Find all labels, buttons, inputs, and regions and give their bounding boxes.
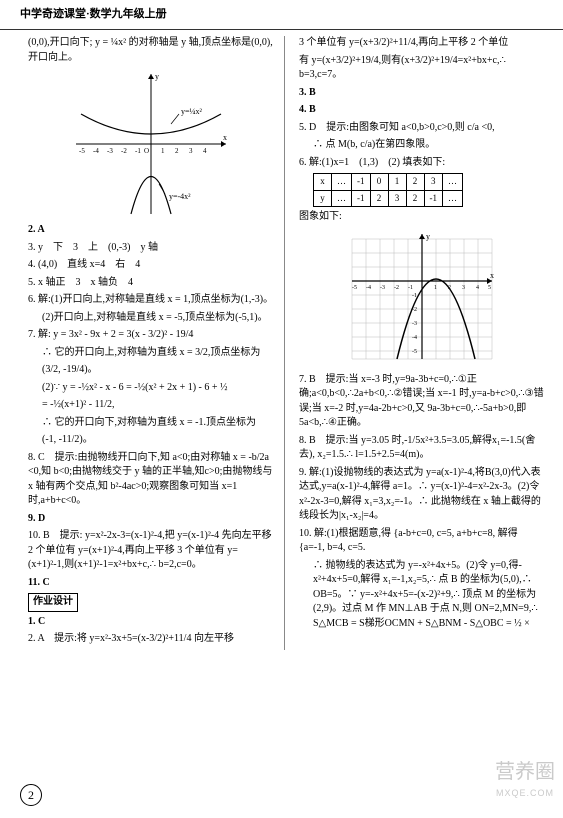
r9: 9. 解:(1)设抛物线的表达式为 y=a(x-1)²-4,将B(3,0)代入表… <box>299 466 545 524</box>
svg-text:x: x <box>223 133 227 142</box>
page-header: 中学奇迹课堂·数学九年级上册 <box>0 0 563 30</box>
answer-7g: (-1, -11/2)。 <box>28 433 274 448</box>
xy-table: x … -1 0 1 2 3 … y … -1 2 3 2 -1 … <box>313 173 463 207</box>
watermark: 营养圈 MXQE.COM <box>495 757 555 801</box>
r6: 6. 解:(1)x=1 (1,3) (2) 填表如下: <box>299 156 545 171</box>
r7: 7. B 提示:当 x=-3 时,y=9a-3b+c=0,∴①正确;a<0,b<… <box>299 373 545 431</box>
svg-text:O: O <box>144 147 149 155</box>
svg-text:-5: -5 <box>412 349 417 355</box>
curve-label-1: y=¼x² <box>181 107 203 116</box>
answer-7c: (3/2, -19/4)。 <box>28 363 274 378</box>
header-title: 中学奇迹课堂·数学九年级上册 <box>20 6 167 23</box>
parabola-graph-1: x y O -5 -4 -3 -2 -1 1 2 3 4 y=¼x² y=-4x² <box>71 69 231 219</box>
r10: 10. 解:(1)根据题意,得 {a-b+c=0, c=5, a+b+c=8, … <box>299 527 545 556</box>
r5b: ∴ 点 M(b, c/a)在第四象限。 <box>299 138 545 153</box>
svg-text:-1: -1 <box>135 147 141 155</box>
svg-text:4: 4 <box>203 147 207 155</box>
svg-text:3: 3 <box>189 147 193 155</box>
svg-text:-3: -3 <box>107 147 113 155</box>
parabola-graph-2: x y -5 -4 -3 -2 -1 1 2 3 4 5 -1 -2 -3 -4 -5 <box>342 229 502 369</box>
svg-text:2: 2 <box>175 147 179 155</box>
svg-text:1: 1 <box>434 285 437 291</box>
svg-text:y: y <box>155 72 159 81</box>
svg-text:1: 1 <box>161 147 165 155</box>
answer-5: 5. x 轴正 3 x 轴负 4 <box>28 276 274 291</box>
r5: 5. D 提示:由图象可知 a<0,b>0,c>0,则 c/a <0, <box>299 121 545 136</box>
answer-7a: 7. 解: y = 3x² - 9x + 2 = 3(x - 3/2)² - 1… <box>28 328 274 343</box>
svg-text:-5: -5 <box>352 285 357 291</box>
answer-11: 11. C <box>28 576 274 591</box>
answer-4: 4. (4,0) 直线 x=4 右 4 <box>28 258 274 273</box>
right-column: 3 个单位有 y=(x+3/2)²+11/4,再向上平移 2 个单位 有 y=(… <box>299 36 545 650</box>
svg-text:-3: -3 <box>412 321 417 327</box>
svg-text:3: 3 <box>462 285 465 291</box>
table-row-y: y … -1 2 3 2 -1 … <box>314 190 463 207</box>
r4: 4. B <box>299 103 545 118</box>
r1b: 有 y=(x+3/2)²+19/4,则有(x+3/2)²+19/4=x²+bx+… <box>299 54 545 83</box>
answer-6b: (2)开口向上,对称轴是直线 x = -5,顶点坐标为(-5,1)。 <box>28 311 274 326</box>
answer-7d: (2)∵ y = -½x² - x - 6 = -½(x² + 2x + 1) … <box>28 381 274 396</box>
answer-7f: ∴ 它的开口向下,对称轴为直线 x = -1.顶点坐标为 <box>28 416 274 431</box>
answer-9: 9. D <box>28 512 274 527</box>
svg-text:x: x <box>490 271 494 280</box>
svg-text:-3: -3 <box>380 285 385 291</box>
curve-label-2: y=-4x² <box>169 192 191 201</box>
left-column: (0,0),开口向下; y = ¼x² 的对称轴是 y 轴,顶点坐标是(0,0)… <box>28 36 285 650</box>
svg-text:-1: -1 <box>408 285 413 291</box>
homework-heading: 作业设计 <box>28 593 78 612</box>
table-row-x: x … -1 0 1 2 3 … <box>314 174 463 191</box>
svg-text:-1: -1 <box>412 293 417 299</box>
svg-text:-4: -4 <box>366 285 371 291</box>
svg-text:-5: -5 <box>79 147 85 155</box>
svg-text:-4: -4 <box>412 335 417 341</box>
answer-10: 10. B 提示: y=x²-2x-3=(x-1)²-4,把 y=(x-1)²-… <box>28 529 274 573</box>
hw-1: 1. C <box>28 615 274 630</box>
content-columns: (0,0),开口向下; y = ¼x² 的对称轴是 y 轴,顶点坐标是(0,0)… <box>0 30 563 658</box>
svg-text:2: 2 <box>448 285 451 291</box>
r8: 8. B 提示:当 y=3.05 时,-1/5x²+3.5=3.05,解得x₁=… <box>299 434 545 463</box>
r1a: 3 个单位有 y=(x+3/2)²+11/4,再向上平移 2 个单位 <box>299 36 545 51</box>
answer-2: 2. A <box>28 223 274 238</box>
answer-6a: 6. 解:(1)开口向上,对称轴是直线 x = 1,顶点坐标为(1,-3)。 <box>28 293 274 308</box>
text-block: (0,0),开口向下; y = ¼x² 的对称轴是 y 轴,顶点坐标是(0,0)… <box>28 36 274 65</box>
svg-text:-2: -2 <box>121 147 127 155</box>
r6b: 图象如下: <box>299 210 545 225</box>
hw-2: 2. A 提示:将 y=x²-3x+5=(x-3/2)²+11/4 向左平移 <box>28 632 274 647</box>
answer-3: 3. y 下 3 上 (0,-3) y 轴 <box>28 241 274 256</box>
svg-text:-2: -2 <box>394 285 399 291</box>
r10b: ∴ 抛物线的表达式为 y=-x²+4x+5。(2)令 y=0,得-x²+4x+5… <box>299 559 545 632</box>
svg-text:y: y <box>426 232 430 241</box>
svg-text:-4: -4 <box>93 147 99 155</box>
r3: 3. B <box>299 86 545 101</box>
page-number: 2 <box>20 784 42 806</box>
svg-text:5: 5 <box>488 285 491 291</box>
answer-8: 8. C 提示:由抛物线开口向下,知 a<0;由对称轴 x = -b/2a <0… <box>28 451 274 509</box>
svg-text:4: 4 <box>476 285 479 291</box>
svg-text:-2: -2 <box>412 307 417 313</box>
answer-7e: = -½(x+1)² - 11/2, <box>28 398 274 413</box>
answer-7b: ∴ 它的开口向上,对称轴为直线 x = 3/2,顶点坐标为 <box>28 346 274 361</box>
